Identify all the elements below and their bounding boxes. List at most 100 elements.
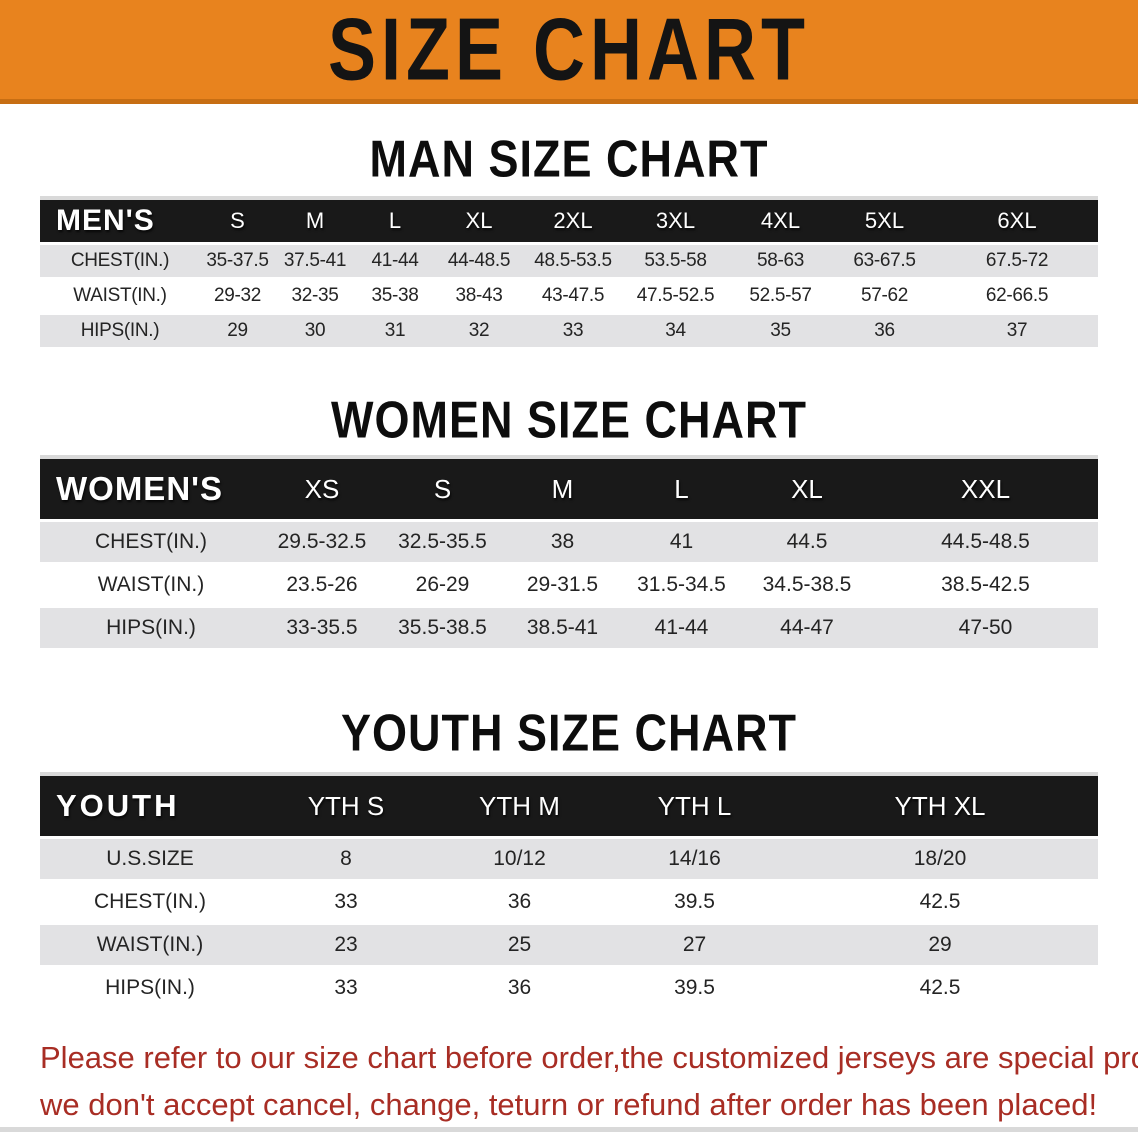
- column-header: 3XL: [655, 208, 696, 233]
- women-size-table: WOMEN'S XS S M L XL XXL CHEST(IN.) 29.5-…: [40, 455, 1098, 648]
- size-cell: 18/20: [913, 847, 967, 870]
- table-row: HIPS(IN.) 33-35.5 35.5-38.5 38.5-41 41-4…: [40, 608, 1098, 648]
- column-header: M: [305, 208, 325, 233]
- size-cell: 35.5-38.5: [398, 616, 487, 639]
- column-header: 6XL: [997, 208, 1037, 233]
- size-cell: 47-50: [958, 616, 1013, 639]
- size-cell: 37: [1006, 320, 1028, 341]
- disclaimer-line-1: Please refer to our size chart before or…: [40, 1040, 1138, 1075]
- column-header: YTH L: [657, 790, 732, 821]
- size-cell: 25: [507, 933, 532, 956]
- row-label: WAIST(IN.): [96, 933, 204, 956]
- size-cell: 29: [227, 320, 248, 341]
- size-cell: 27: [682, 933, 707, 956]
- table-row: HIPS(IN.) 29 30 31 32 33 34 35 36 37: [40, 315, 1098, 347]
- size-cell: 33: [334, 976, 358, 999]
- column-header: L: [388, 208, 402, 233]
- size-cell: 39.5: [674, 976, 715, 999]
- size-cell: 29-31.5: [526, 573, 599, 596]
- size-cell: 33: [562, 320, 584, 341]
- table-row: WAIST(IN.) 29-32 32-35 35-38 38-43 43-47…: [40, 280, 1098, 312]
- size-cell: 33-35.5: [286, 616, 358, 639]
- bottom-border: [0, 1127, 1138, 1132]
- size-cell: 53.5-58: [644, 250, 707, 271]
- size-cell: 23.5-26: [286, 573, 358, 596]
- row-label: WAIST(IN.): [73, 285, 167, 306]
- row-label: CHEST(IN.): [94, 890, 206, 913]
- row-label: HIPS(IN.): [80, 320, 160, 341]
- size-cell: 30: [304, 320, 326, 341]
- size-cell: 35-38: [371, 285, 419, 306]
- column-header: YTH S: [307, 790, 385, 821]
- size-cell: 36: [874, 320, 895, 341]
- table-row: HIPS(IN.) 33 36 39.5 42.5: [40, 968, 1098, 1008]
- row-label: CHEST(IN.): [95, 530, 207, 553]
- size-cell: 23: [334, 933, 358, 956]
- size-cell: 38: [550, 530, 575, 553]
- table-row: WAIST(IN.) 23.5-26 26-29 29-31.5 31.5-34…: [40, 565, 1098, 605]
- size-cell: 57-62: [860, 285, 909, 306]
- size-cell: 42.5: [919, 976, 961, 999]
- banner: SIZE CHART: [0, 0, 1138, 104]
- size-cell: 41-44: [654, 616, 709, 639]
- row-label: U.S.SIZE: [106, 847, 194, 870]
- size-cell: 31: [384, 320, 406, 341]
- women-section-title: WOMEN SIZE CHART: [331, 389, 807, 449]
- size-cell: 38.5-42.5: [941, 573, 1030, 596]
- man-section-title: MAN SIZE CHART: [369, 128, 769, 188]
- size-cell: 63-67.5: [853, 250, 916, 271]
- size-cell: 44.5: [786, 530, 828, 553]
- size-cell: 43-47.5: [541, 285, 605, 306]
- women-table-header-label: WOMEN'S: [56, 470, 224, 507]
- size-cell: 42.5: [919, 890, 961, 913]
- size-cell: 58-63: [756, 250, 805, 271]
- size-cell: 26-29: [415, 573, 470, 596]
- youth-section-title: YOUTH SIZE CHART: [340, 702, 797, 762]
- man-size-table: MEN'S S M L XL 2XL 3XL 4XL 5XL 6XL CHEST…: [40, 196, 1098, 347]
- size-cell: 41-44: [371, 250, 419, 271]
- column-header: 4XL: [760, 208, 801, 233]
- column-header: XXL: [960, 473, 1011, 504]
- table-row: WAIST(IN.) 23 25 27 29: [40, 925, 1098, 965]
- size-cell: 32: [468, 320, 490, 341]
- size-cell: 29-32: [213, 285, 262, 306]
- size-cell: 41: [669, 530, 694, 553]
- size-cell: 34: [665, 320, 686, 341]
- size-cell: 14/16: [668, 847, 721, 870]
- column-header: M: [551, 473, 574, 504]
- disclaimer-line-2: we don't accept cancel, change, teturn o…: [40, 1087, 1098, 1122]
- size-cell: 67.5-72: [985, 250, 1049, 271]
- page-title: SIZE CHART: [328, 0, 810, 99]
- column-header: XL: [465, 208, 493, 233]
- size-cell: 37.5-41: [283, 250, 347, 271]
- table-row: CHEST(IN.) 29.5-32.5 32.5-35.5 38 41 44.…: [40, 522, 1098, 562]
- youth-size-table: YOUTH YTH S YTH M YTH L YTH XL U.S.SIZE …: [40, 772, 1098, 1008]
- size-cell: 44-48.5: [447, 250, 511, 271]
- size-cell: 34.5-38.5: [762, 573, 852, 596]
- size-cell: 36: [507, 890, 532, 913]
- youth-table-header-label: YOUTH: [56, 788, 180, 823]
- size-cell: 8: [340, 847, 352, 870]
- table-row: U.S.SIZE 8 10/12 14/16 18/20: [40, 839, 1098, 879]
- size-cell: 38-43: [455, 285, 503, 306]
- size-cell: 62-66.5: [985, 285, 1049, 306]
- man-table-header-label: MEN'S: [56, 204, 155, 237]
- size-cell: 32-35: [291, 285, 339, 306]
- size-cell: 35-37.5: [206, 250, 269, 271]
- column-header: XL: [791, 473, 823, 504]
- row-label: CHEST(IN.): [70, 250, 170, 271]
- row-label: HIPS(IN.): [105, 976, 195, 999]
- size-cell: 31.5-34.5: [637, 573, 726, 596]
- size-cell: 35: [770, 320, 791, 341]
- size-cell: 36: [507, 976, 532, 999]
- size-cell: 48.5-53.5: [534, 250, 612, 271]
- size-cell: 47.5-52.5: [636, 285, 715, 306]
- size-cell: 44-47: [780, 616, 834, 639]
- size-cell: 39.5: [674, 890, 715, 913]
- column-header: XS: [304, 473, 340, 504]
- size-cell: 38.5-41: [526, 616, 599, 639]
- column-header: S: [230, 208, 245, 233]
- column-header: S: [433, 473, 452, 504]
- table-row: CHEST(IN.) 33 36 39.5 42.5: [40, 882, 1098, 922]
